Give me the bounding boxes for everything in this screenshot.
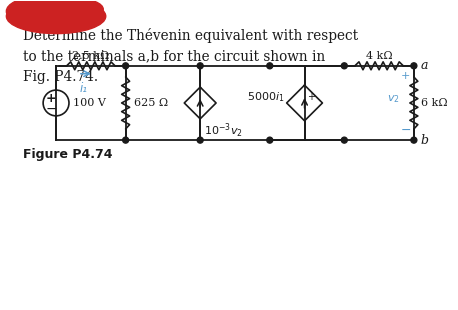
Circle shape — [411, 63, 417, 69]
Text: −: − — [401, 124, 411, 137]
Text: Determine the Thévenin equivalent with respect
to the terminals a,b for the circ: Determine the Thévenin equivalent with r… — [23, 28, 358, 84]
Text: b: b — [421, 134, 429, 147]
Text: +: + — [307, 92, 316, 102]
Circle shape — [197, 137, 203, 143]
Text: $v_2$: $v_2$ — [387, 93, 400, 105]
Text: $10^{-3}v_2$: $10^{-3}v_2$ — [204, 122, 243, 140]
Text: i₁: i₁ — [80, 82, 88, 95]
Circle shape — [341, 137, 347, 143]
Ellipse shape — [49, 0, 103, 20]
Text: 4 kΩ: 4 kΩ — [366, 51, 393, 61]
Circle shape — [341, 63, 347, 69]
Ellipse shape — [6, 0, 66, 25]
Text: 100 V: 100 V — [73, 98, 106, 108]
Text: a: a — [421, 59, 428, 72]
Circle shape — [123, 63, 129, 69]
Text: 625 Ω: 625 Ω — [134, 98, 168, 108]
Circle shape — [197, 63, 203, 69]
Text: Figure P4.74: Figure P4.74 — [23, 148, 113, 161]
Text: +: + — [401, 71, 411, 81]
Text: 6 kΩ: 6 kΩ — [421, 98, 447, 108]
Circle shape — [267, 63, 273, 69]
Text: 2.5 kΩ: 2.5 kΩ — [72, 51, 109, 61]
Circle shape — [267, 137, 273, 143]
Circle shape — [411, 137, 417, 143]
Text: $5000i_1$: $5000i_1$ — [247, 90, 285, 104]
Circle shape — [123, 137, 129, 143]
Text: −: − — [45, 102, 57, 116]
Text: +: + — [46, 91, 56, 104]
Ellipse shape — [6, 0, 106, 33]
